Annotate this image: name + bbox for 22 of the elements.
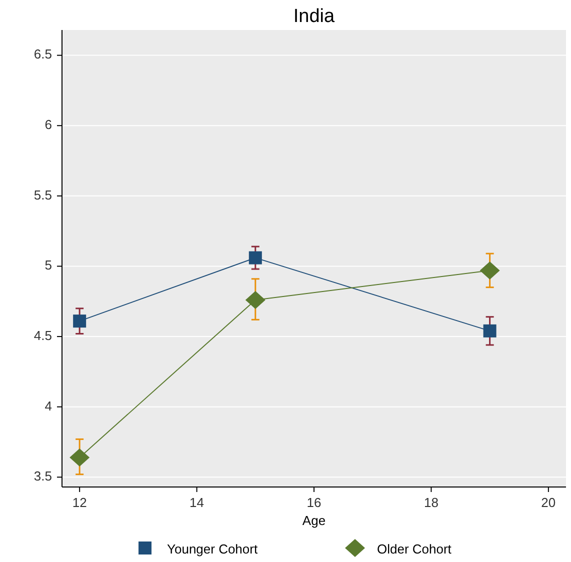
chart-title: India bbox=[293, 6, 336, 27]
point bbox=[248, 251, 262, 264]
x-tick-label: 18 bbox=[424, 495, 438, 510]
point bbox=[483, 324, 496, 338]
y-tick-label: 5.5 bbox=[34, 187, 52, 202]
y-tick-label: 6.5 bbox=[34, 46, 52, 62]
y-tick-label: 6 bbox=[44, 117, 52, 132]
y-tick-label: 4.5 bbox=[34, 328, 52, 343]
x-tick-label: 20 bbox=[541, 495, 556, 510]
legend-label: Older Cohort bbox=[377, 541, 452, 556]
x-tick-label: 14 bbox=[190, 495, 204, 510]
x-tick-label: 12 bbox=[72, 495, 87, 510]
point bbox=[70, 448, 90, 466]
point bbox=[480, 261, 500, 280]
point bbox=[245, 290, 266, 309]
y-tick-label: 5 bbox=[44, 258, 52, 273]
y-tick-label: 4 bbox=[44, 398, 52, 414]
legend-label: Younger Cohort bbox=[167, 541, 258, 556]
point bbox=[73, 314, 86, 328]
y-tick-label: 3.5 bbox=[34, 468, 52, 484]
x-tick-label: 16 bbox=[306, 495, 322, 510]
x-axis-title: Age bbox=[302, 513, 326, 528]
